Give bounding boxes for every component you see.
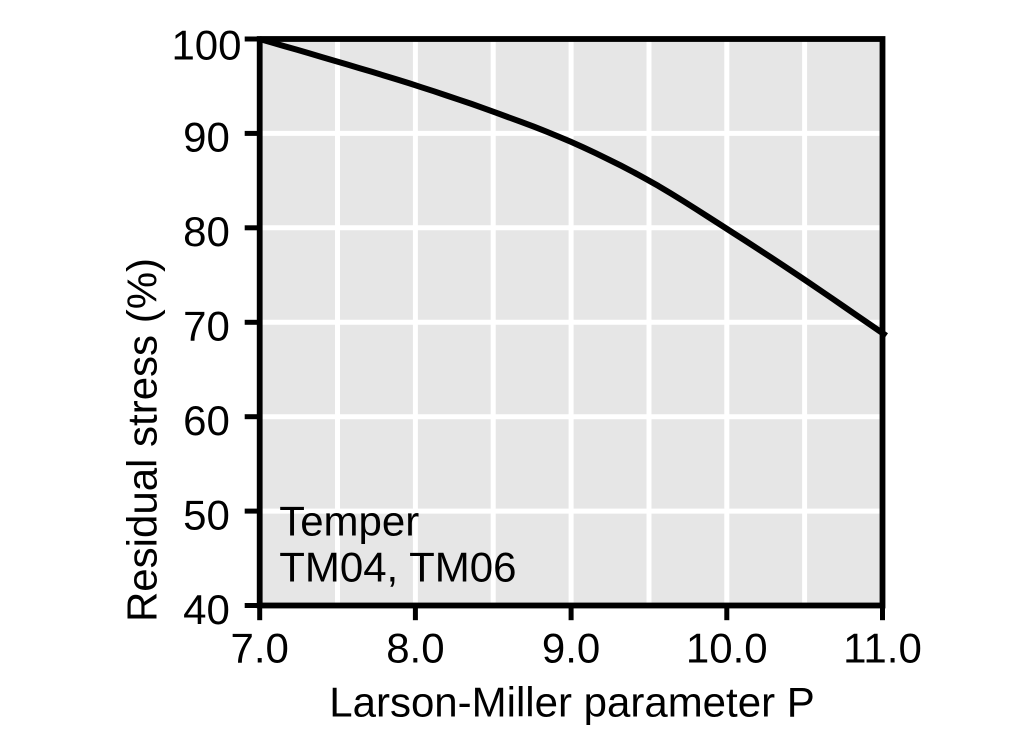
svg-text:8.0: 8.0 [386, 624, 444, 671]
svg-text:7.0: 7.0 [231, 624, 289, 671]
svg-text:40: 40 [183, 586, 230, 633]
svg-text:60: 60 [183, 397, 230, 444]
svg-text:80: 80 [183, 208, 230, 255]
svg-text:9.0: 9.0 [542, 624, 600, 671]
svg-text:11.0: 11.0 [843, 624, 922, 671]
svg-text:Larson-Miller parameter P: Larson-Miller parameter P [329, 678, 815, 725]
svg-text:90: 90 [183, 114, 230, 161]
svg-text:70: 70 [183, 303, 230, 350]
svg-text:Temper: Temper [279, 497, 419, 544]
svg-text:50: 50 [183, 491, 230, 538]
svg-text:TM04, TM06: TM04, TM06 [279, 544, 516, 591]
svg-text:100: 100 [171, 21, 241, 68]
svg-text:10.0: 10.0 [686, 624, 768, 671]
svg-text:Residual stress (%): Residual stress (%) [119, 258, 166, 622]
